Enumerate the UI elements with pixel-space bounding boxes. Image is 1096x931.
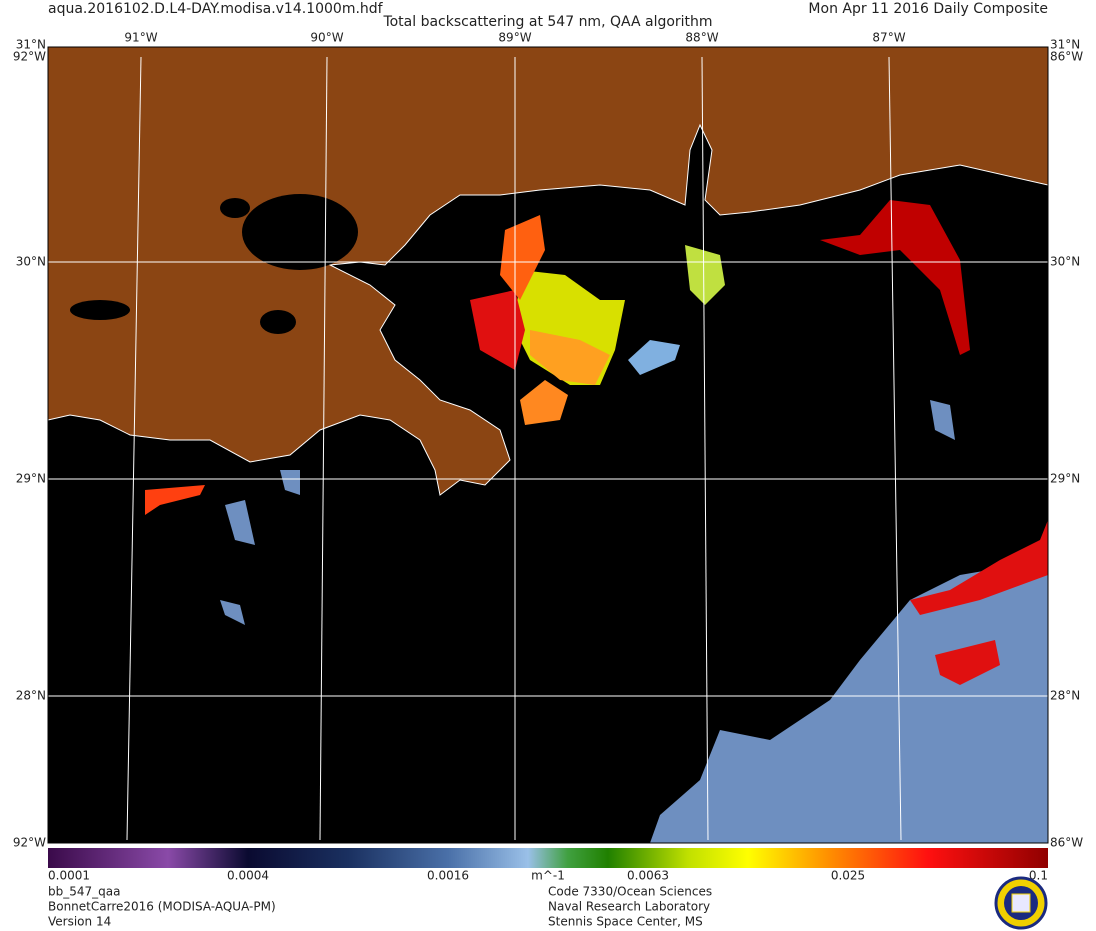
corner-label: 92°W bbox=[13, 50, 46, 64]
colorbar-label: 0.0063 bbox=[627, 869, 669, 883]
lon-label: 90°W bbox=[310, 31, 343, 45]
date: Mon Apr 11 2016 Daily Composite bbox=[808, 1, 1048, 17]
patch bbox=[930, 400, 955, 440]
land bbox=[47, 46, 1049, 496]
patch bbox=[910, 520, 1048, 615]
footer-right: Stennis Space Center, MS bbox=[548, 915, 703, 929]
colorbar-label: 0.0001 bbox=[48, 869, 90, 883]
lat-label: 29°N bbox=[1050, 472, 1080, 486]
lon-label: 87°W bbox=[872, 31, 905, 45]
lake bbox=[242, 194, 358, 270]
colorbar-label: 0.1 bbox=[1029, 869, 1048, 883]
footer-right: Code 7330/Ocean Sciences bbox=[548, 885, 712, 899]
colorbar-labels: 0.0001 0.0004 0.0016 0.0063 0.025 0.1 bbox=[48, 869, 1048, 883]
filename: aqua.2016102.D.L4-DAY.modisa.v14.1000m.h… bbox=[48, 1, 384, 17]
lat-label: 29°N bbox=[16, 472, 46, 486]
colorbar-unit: m^-1 bbox=[531, 869, 565, 883]
lake bbox=[260, 310, 296, 334]
plume bbox=[520, 380, 568, 425]
patch bbox=[628, 340, 680, 375]
patch bbox=[820, 200, 970, 355]
lon-label: 91°W bbox=[124, 31, 157, 45]
footer-left: bb_547_qaa bbox=[48, 885, 120, 899]
patch bbox=[935, 640, 1000, 685]
patch bbox=[280, 470, 300, 495]
plume bbox=[685, 245, 725, 305]
meridian bbox=[701, 56, 709, 841]
lat-label: 30°N bbox=[1050, 255, 1080, 269]
footer-left: Version 14 bbox=[48, 915, 111, 929]
map bbox=[47, 46, 1049, 844]
lake bbox=[220, 198, 250, 218]
patch bbox=[225, 500, 255, 545]
colorbar-label: 0.0016 bbox=[427, 869, 469, 883]
map-title: Total backscattering at 547 nm, QAA algo… bbox=[382, 14, 712, 30]
map-frame bbox=[47, 46, 1049, 844]
plume bbox=[470, 290, 525, 370]
corner-label: 86°W bbox=[1050, 836, 1083, 850]
colorbar bbox=[48, 848, 1048, 868]
patch bbox=[650, 560, 1048, 843]
corner-label: 31°N bbox=[16, 38, 46, 52]
lat-label: 30°N bbox=[16, 255, 46, 269]
footer-left: BonnetCarre2016 (MODISA-AQUA-PM) bbox=[48, 900, 276, 914]
lat-label: 28°N bbox=[1050, 689, 1080, 703]
corner-label: 86°W bbox=[1050, 50, 1083, 64]
patch bbox=[145, 485, 205, 515]
meridian bbox=[126, 56, 142, 841]
corner-label: 31°N bbox=[1050, 38, 1080, 52]
patch bbox=[220, 600, 245, 625]
meridian bbox=[888, 56, 902, 841]
plume bbox=[530, 330, 610, 385]
footer-right: Naval Research Laboratory bbox=[548, 900, 710, 914]
corner-label: 92°W bbox=[13, 836, 46, 850]
lon-label: 88°W bbox=[685, 31, 718, 45]
logo bbox=[994, 876, 1048, 930]
colorbar-label: 0.0004 bbox=[227, 869, 269, 883]
lat-label: 28°N bbox=[16, 689, 46, 703]
plume bbox=[500, 215, 545, 300]
lake bbox=[70, 300, 130, 320]
graticule bbox=[48, 56, 1048, 841]
colorbar-label: 0.025 bbox=[831, 869, 865, 883]
lon-label: 89°W bbox=[498, 31, 531, 45]
meridian bbox=[319, 56, 328, 841]
